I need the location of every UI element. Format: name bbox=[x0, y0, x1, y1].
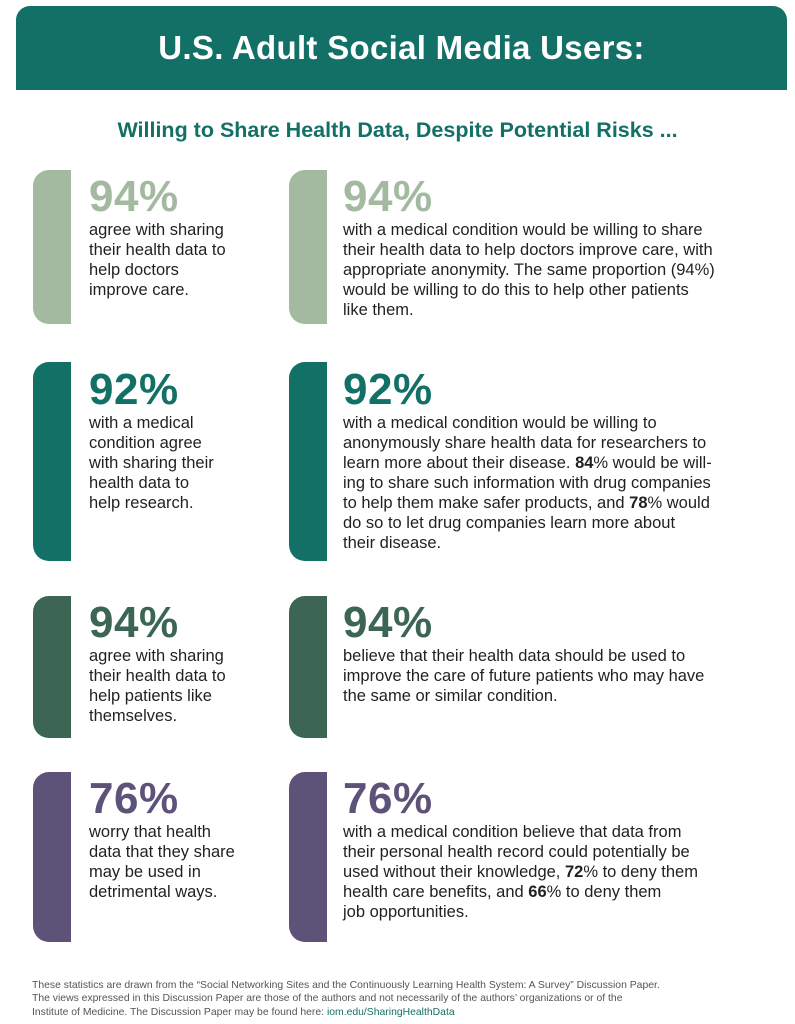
page-title: U.S. Adult Social Media Users: bbox=[158, 29, 645, 66]
stat-percent: 94% bbox=[343, 172, 433, 221]
stat-percent: 92% bbox=[343, 365, 433, 414]
stat-description: agree with sharing their health data to … bbox=[89, 647, 226, 725]
row-3-left-bar bbox=[33, 596, 71, 738]
footer-link[interactable]: iom.edu/SharingHealthData bbox=[326, 1006, 455, 1018]
row-4-left-bar bbox=[33, 772, 71, 942]
row-4-right-bar bbox=[289, 772, 327, 942]
row-3-left-stat: 94% agree with sharing their health data… bbox=[89, 600, 269, 726]
page-subtitle: Willing to Share Health Data, Despite Po… bbox=[117, 118, 678, 142]
stat-description: with a medical condition would be willin… bbox=[343, 414, 712, 552]
row-1-left-bar bbox=[33, 170, 71, 324]
stat-description: with a medical condition would be willin… bbox=[343, 221, 715, 319]
row-2-right-bar bbox=[289, 362, 327, 561]
stat-percent: 94% bbox=[89, 598, 179, 647]
stat-description: believe that their health data should be… bbox=[343, 647, 705, 705]
stat-highlight: 84 bbox=[575, 454, 594, 472]
stat-description: agree with sharing their health data to … bbox=[89, 221, 226, 299]
row-1-left-stat: 94% agree with sharing their health data… bbox=[89, 174, 269, 300]
stat-description: with a medical condition agree with shar… bbox=[89, 414, 214, 512]
stat-percent: 76% bbox=[343, 774, 433, 823]
row-1-right-bar bbox=[289, 170, 327, 324]
stat-description: worry that health data that they share m… bbox=[89, 823, 235, 901]
row-2-right-stat: 92% with a medical condition would be wi… bbox=[343, 367, 773, 553]
row-2-left-stat: 92% with a medical condition agree with … bbox=[89, 367, 269, 513]
stat-percent: 94% bbox=[89, 172, 179, 221]
stat-percent: 94% bbox=[343, 598, 433, 647]
row-2-left-bar bbox=[33, 362, 71, 561]
header-banner: U.S. Adult Social Media Users: bbox=[16, 6, 787, 90]
stat-description: with a medical condition believe that da… bbox=[343, 823, 698, 921]
stat-highlight: 66 bbox=[528, 883, 547, 901]
row-4-right-stat: 76% with a medical condition believe tha… bbox=[343, 776, 773, 922]
row-4-left-stat: 76% worry that health data that they sha… bbox=[89, 776, 269, 902]
stat-highlight: 78 bbox=[629, 494, 648, 512]
row-1-right-stat: 94% with a medical condition would be wi… bbox=[343, 174, 773, 320]
row-3-right-stat: 94% believe that their health data shoul… bbox=[343, 600, 773, 706]
stat-percent: 76% bbox=[89, 774, 179, 823]
row-3-right-bar bbox=[289, 596, 327, 738]
footer-note: These statistics are drawn from the “Soc… bbox=[32, 980, 660, 1018]
stat-percent: 92% bbox=[89, 365, 179, 414]
stat-highlight: 72 bbox=[564, 863, 584, 881]
